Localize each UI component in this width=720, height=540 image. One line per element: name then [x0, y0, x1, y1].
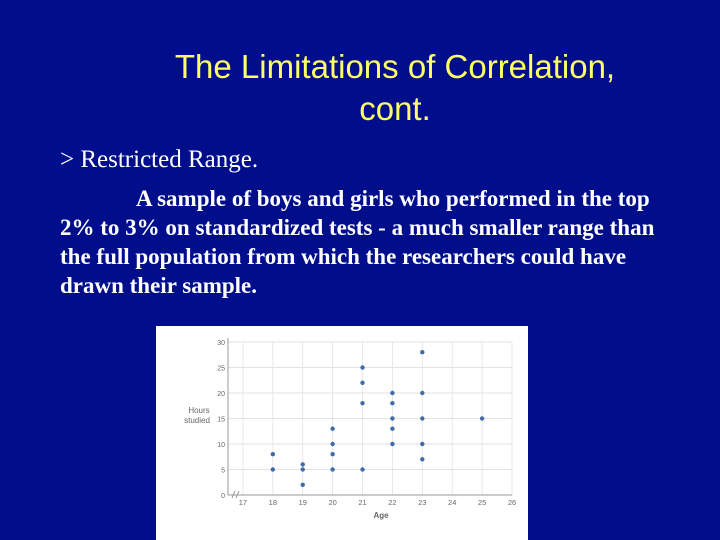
- data-point: [390, 426, 395, 431]
- x-tick-label: 22: [388, 498, 396, 507]
- y-tick-label: 5: [221, 468, 225, 475]
- data-point: [420, 416, 425, 421]
- x-tick-label: 24: [448, 498, 456, 507]
- data-point: [270, 452, 276, 457]
- y-tick-label: 10: [217, 442, 225, 449]
- x-tick-label: 20: [328, 498, 336, 507]
- x-tick-label: 17: [239, 498, 247, 507]
- y-tick-label: 0: [221, 493, 225, 500]
- chart-grid: [228, 341, 513, 495]
- x-tick-label: 21: [358, 498, 366, 507]
- axis-break-mark: [231, 490, 240, 499]
- x-tick-label: 23: [418, 498, 426, 507]
- x-tick-label: 25: [478, 498, 486, 507]
- body-paragraph: A sample of boys and girls who performed…: [60, 184, 680, 300]
- data-point: [330, 426, 335, 431]
- y-tick-label: 15: [217, 417, 225, 424]
- data-point: [420, 457, 425, 462]
- x-tick-labels: 17 18 19 20 21 22 23 24 25 26: [239, 498, 516, 507]
- data-point: [390, 441, 395, 447]
- slide-title: The Limitations of Correlation, cont.: [0, 46, 720, 130]
- bullet-heading: > Restricted Range.: [60, 146, 259, 173]
- x-tick-label: 26: [508, 498, 516, 507]
- data-point: [360, 380, 365, 385]
- data-point: [330, 467, 335, 472]
- y-tick-label: 20: [217, 391, 225, 398]
- y-tick-label: 30: [217, 340, 225, 347]
- data-point: [420, 390, 425, 396]
- body-text: A sample of boys and girls who performed…: [60, 186, 655, 298]
- y-axis-label-line-1: Hours: [188, 406, 209, 415]
- title-line-2: cont.: [359, 90, 431, 127]
- data-point: [360, 365, 365, 370]
- x-tick-label: 18: [269, 498, 277, 507]
- scatter-chart-panel: 0 5 10 15 20 25 30 17 18 19 20 21 22 23 24 25 26 Hours …: [156, 326, 528, 540]
- data-point: [420, 350, 425, 355]
- data-point: [330, 452, 335, 457]
- data-point: [390, 390, 395, 396]
- title-line-1: The Limitations of Correlation,: [174, 48, 616, 85]
- data-point: [300, 462, 305, 467]
- data-point: [420, 441, 425, 447]
- data-point: [390, 401, 395, 406]
- chart-axes: [227, 338, 512, 499]
- y-tick-label: 25: [217, 366, 225, 373]
- x-axis-label: Age: [373, 511, 389, 520]
- data-point: [479, 416, 485, 421]
- data-point: [270, 467, 276, 472]
- y-axis-label-line-2: studied: [184, 416, 210, 425]
- data-point: [330, 441, 335, 447]
- data-point: [360, 467, 365, 472]
- data-points: [270, 350, 485, 487]
- x-tick-label: 19: [299, 498, 307, 507]
- data-point: [300, 467, 305, 472]
- data-point: [390, 416, 395, 421]
- data-point: [300, 482, 305, 487]
- y-tick-labels: 0 5 10 15 20 25 30: [217, 340, 225, 500]
- data-point: [360, 401, 365, 406]
